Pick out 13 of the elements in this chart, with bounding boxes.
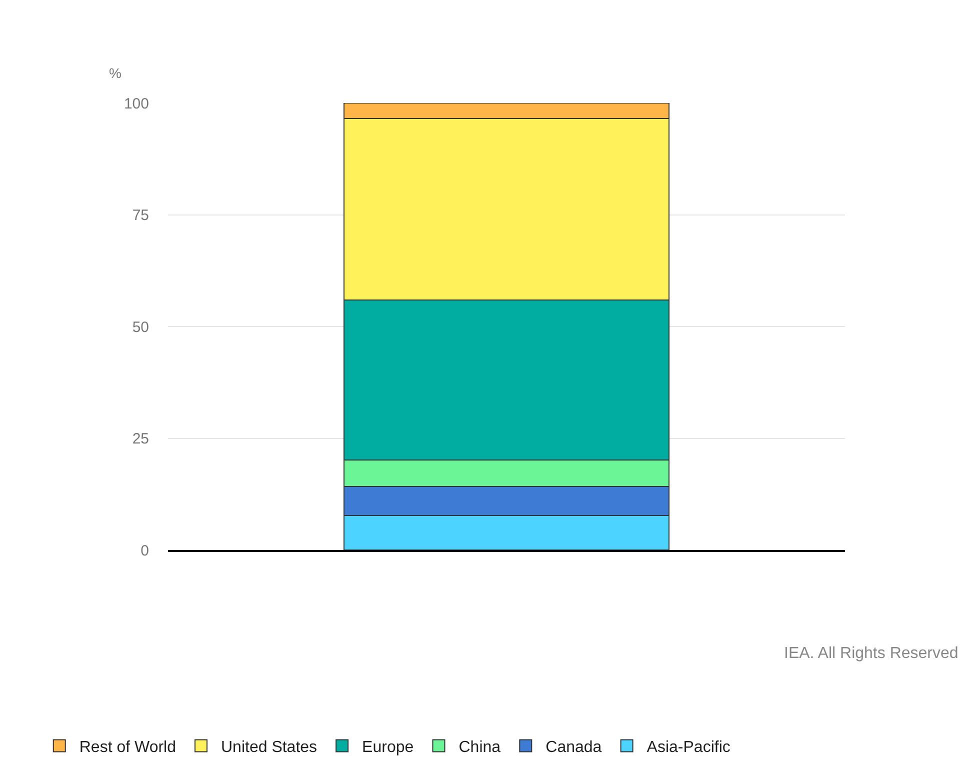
legend-label: Europe (362, 738, 414, 756)
y-axis-title: % (109, 65, 122, 81)
y-tick-label: 100 (124, 95, 149, 112)
legend-label: United States (220, 738, 318, 756)
y-tick-label: 0 (140, 542, 149, 560)
legend-label: Rest of World (79, 738, 176, 756)
y-tick-label: 25 (132, 430, 149, 448)
legend-label: China (458, 738, 501, 756)
legend-label: Asia-Pacific (646, 738, 730, 756)
text: IEA. All Rights Reserved (784, 645, 958, 662)
y-tick-label: 75 (132, 207, 149, 224)
y-tick-label: 50 (132, 318, 149, 336)
legend-label: Canada (546, 738, 602, 756)
